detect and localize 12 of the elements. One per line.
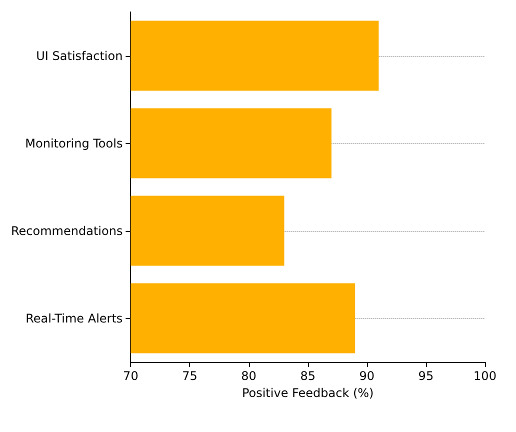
x-tick-label: 95 [418, 369, 434, 383]
x-tick-label: 85 [300, 369, 316, 383]
y-tick-label: UI Satisfaction [36, 48, 123, 63]
y-tick-label: Real-Time Alerts [26, 311, 123, 326]
x-tick-label: 75 [182, 369, 198, 383]
y-tick-label: Recommendations [10, 224, 123, 238]
x-tick-label: 70 [123, 369, 138, 383]
x-tick-label: 100 [474, 369, 496, 383]
x-tick-label: 80 [241, 369, 256, 383]
y-tick-label: Monitoring Tools [25, 136, 123, 150]
x-axis-title: Positive Feedback (%) [242, 386, 374, 400]
x-tick-label: 90 [359, 369, 375, 383]
